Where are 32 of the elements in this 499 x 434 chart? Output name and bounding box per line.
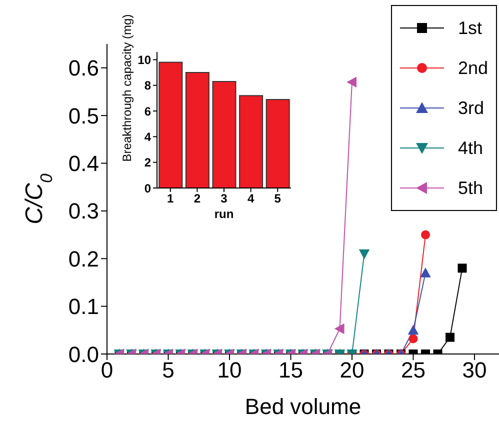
x-tick-label: 4 (247, 192, 254, 206)
x-tick-label: 10 (217, 358, 242, 383)
legend-label: 5th (458, 178, 483, 198)
y-tick-label: 0.1 (68, 294, 99, 320)
y-tick-label: 0.6 (68, 56, 99, 81)
legend-label: 3rd (458, 98, 484, 118)
y-tick-label: 0.4 (68, 151, 99, 176)
y-tick-label: 0 (144, 181, 152, 196)
y-tick-label: 6 (144, 104, 152, 118)
y-tick-label: 0.5 (68, 103, 99, 128)
x-axis-title: run (214, 207, 234, 221)
y-tick-label: 0.3 (68, 198, 99, 224)
x-tick-label: 30 (462, 358, 487, 383)
x-tick-label: 3 (220, 192, 228, 206)
x-tick-label: 1 (167, 192, 174, 206)
x-tick-label: 5 (162, 358, 174, 383)
y-tick-label: 8 (144, 78, 152, 93)
legend-label: 4th (458, 138, 483, 158)
legend-label: 2nd (458, 58, 488, 78)
x-tick-label: 25 (401, 358, 426, 383)
y-tick-label: 2 (144, 156, 152, 170)
x-axis-title: Bed volume (244, 394, 362, 419)
y-tick-label: 4 (144, 130, 152, 144)
x-tick-label: 5 (274, 192, 282, 206)
legend-label: 1st (458, 18, 482, 38)
y-axis-title: Breakthrough capacity (mg) (120, 14, 134, 162)
x-tick-label: 2 (194, 192, 201, 206)
y-tick-label: 0.2 (68, 246, 99, 272)
x-tick-label: 20 (340, 358, 364, 383)
y-tick-label: 10 (138, 52, 152, 67)
y-tick-label: 0.0 (68, 342, 99, 367)
x-tick-label: 15 (278, 358, 303, 383)
